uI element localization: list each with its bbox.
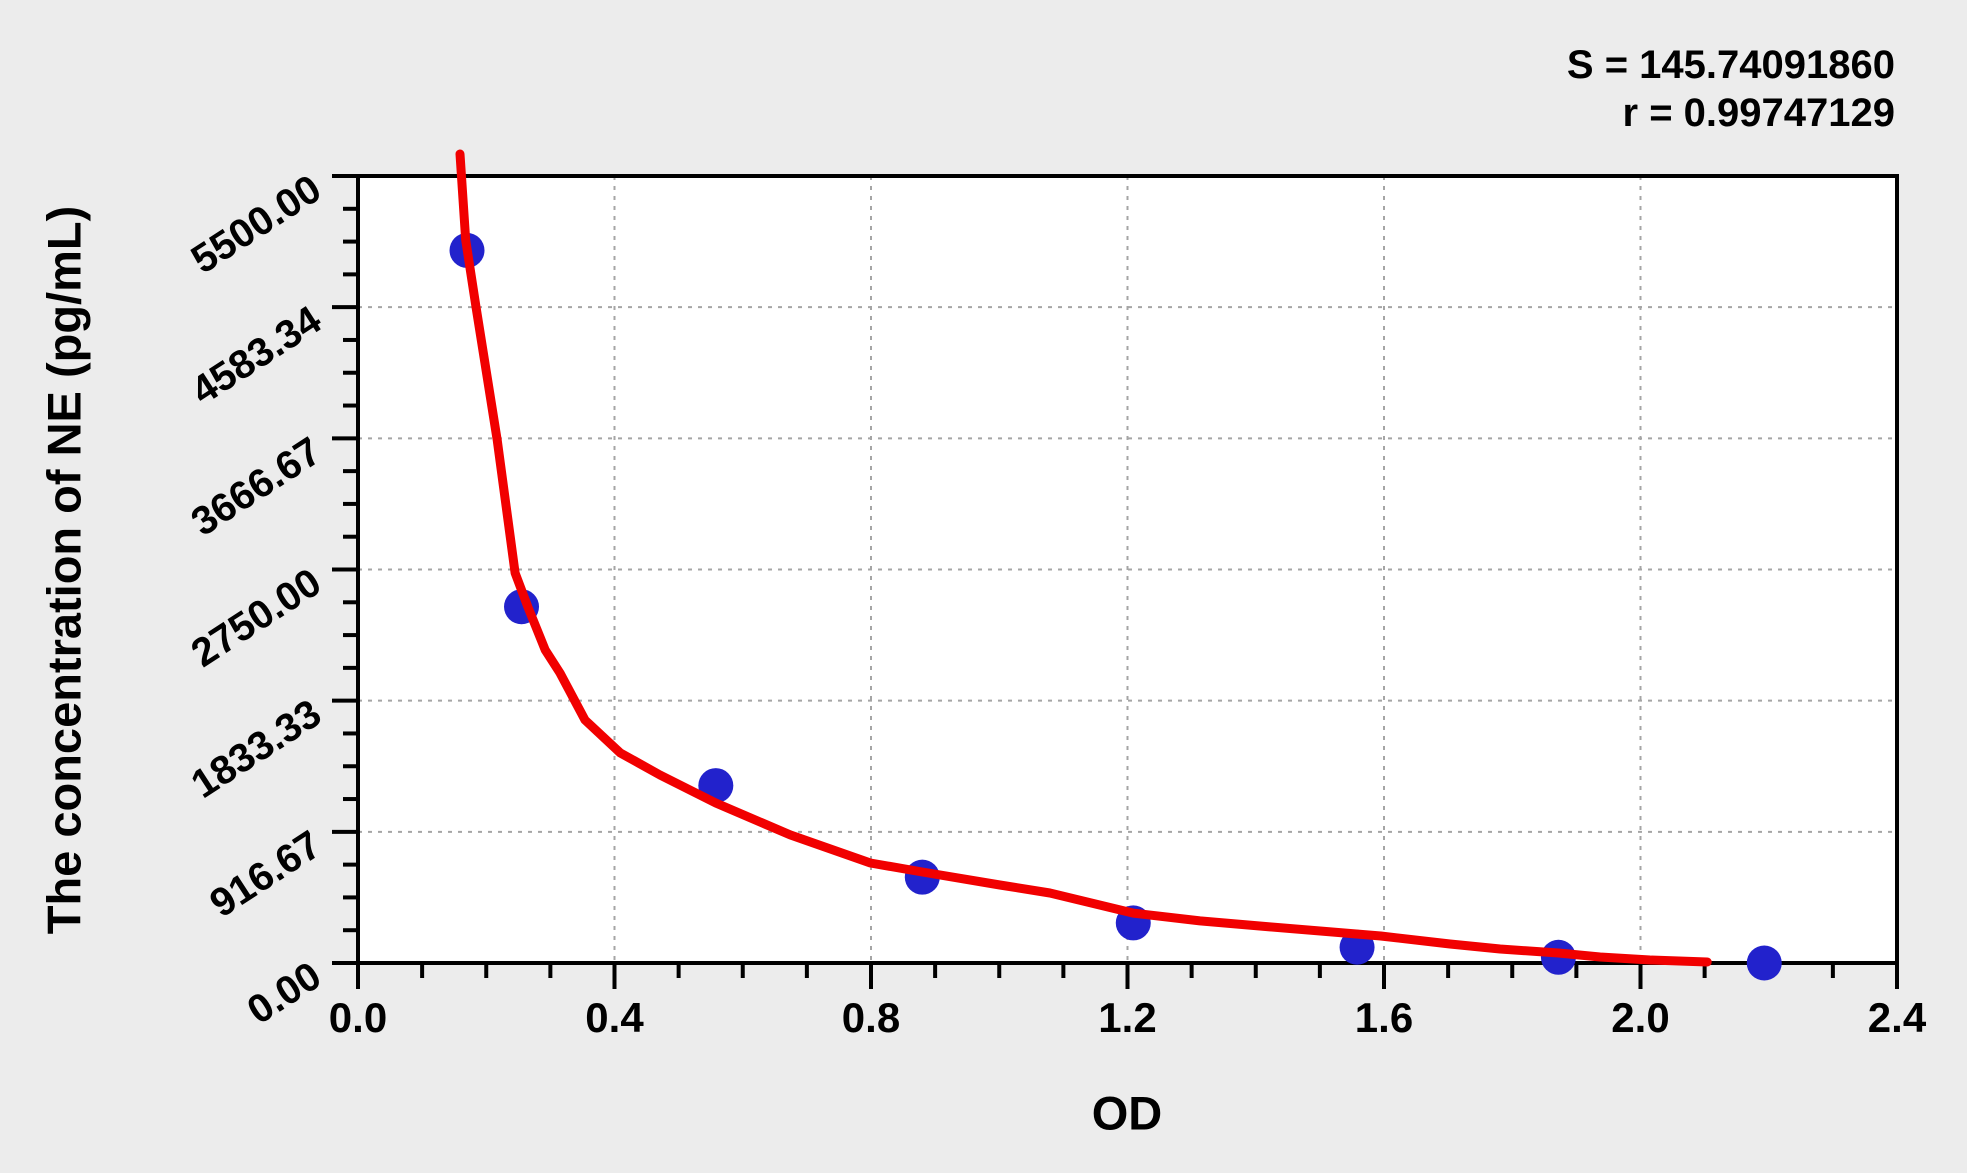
y-tick-label: 5500.00 bbox=[184, 167, 329, 283]
x-tick-label: 1.2 bbox=[1098, 994, 1156, 1041]
data-point bbox=[1746, 945, 1782, 981]
fit-statistics: S = 145.74091860 r = 0.99747129 bbox=[1567, 41, 1895, 137]
x-axis-title: OD bbox=[1091, 1086, 1163, 1140]
y-tick-label: 4583.34 bbox=[184, 297, 330, 413]
y-tick-label: 2750.00 bbox=[184, 560, 329, 676]
s-value-text: S = 145.74091860 bbox=[1566, 43, 1895, 87]
r-value-text: r = 0.99747129 bbox=[1622, 91, 1895, 135]
y-tick-label: 3666.67 bbox=[184, 429, 329, 545]
fit-curve bbox=[455, 149, 1712, 967]
x-tick-label: 0.0 bbox=[329, 994, 387, 1041]
y-tick-label: 0.00 bbox=[240, 954, 329, 1033]
x-tick-label: 2.0 bbox=[1611, 994, 1669, 1041]
x-tick-label: 2.4 bbox=[1868, 994, 1927, 1041]
x-tick-label: 0.4 bbox=[585, 994, 644, 1041]
y-tick-label: 916.67 bbox=[202, 822, 329, 926]
x-tick-label: 1.6 bbox=[1355, 994, 1413, 1041]
y-axis-title: The concentration of NE (pg/mL) bbox=[37, 205, 91, 935]
x-tick-label: 0.8 bbox=[842, 994, 900, 1041]
y-tick-label: 1833.33 bbox=[184, 691, 329, 807]
